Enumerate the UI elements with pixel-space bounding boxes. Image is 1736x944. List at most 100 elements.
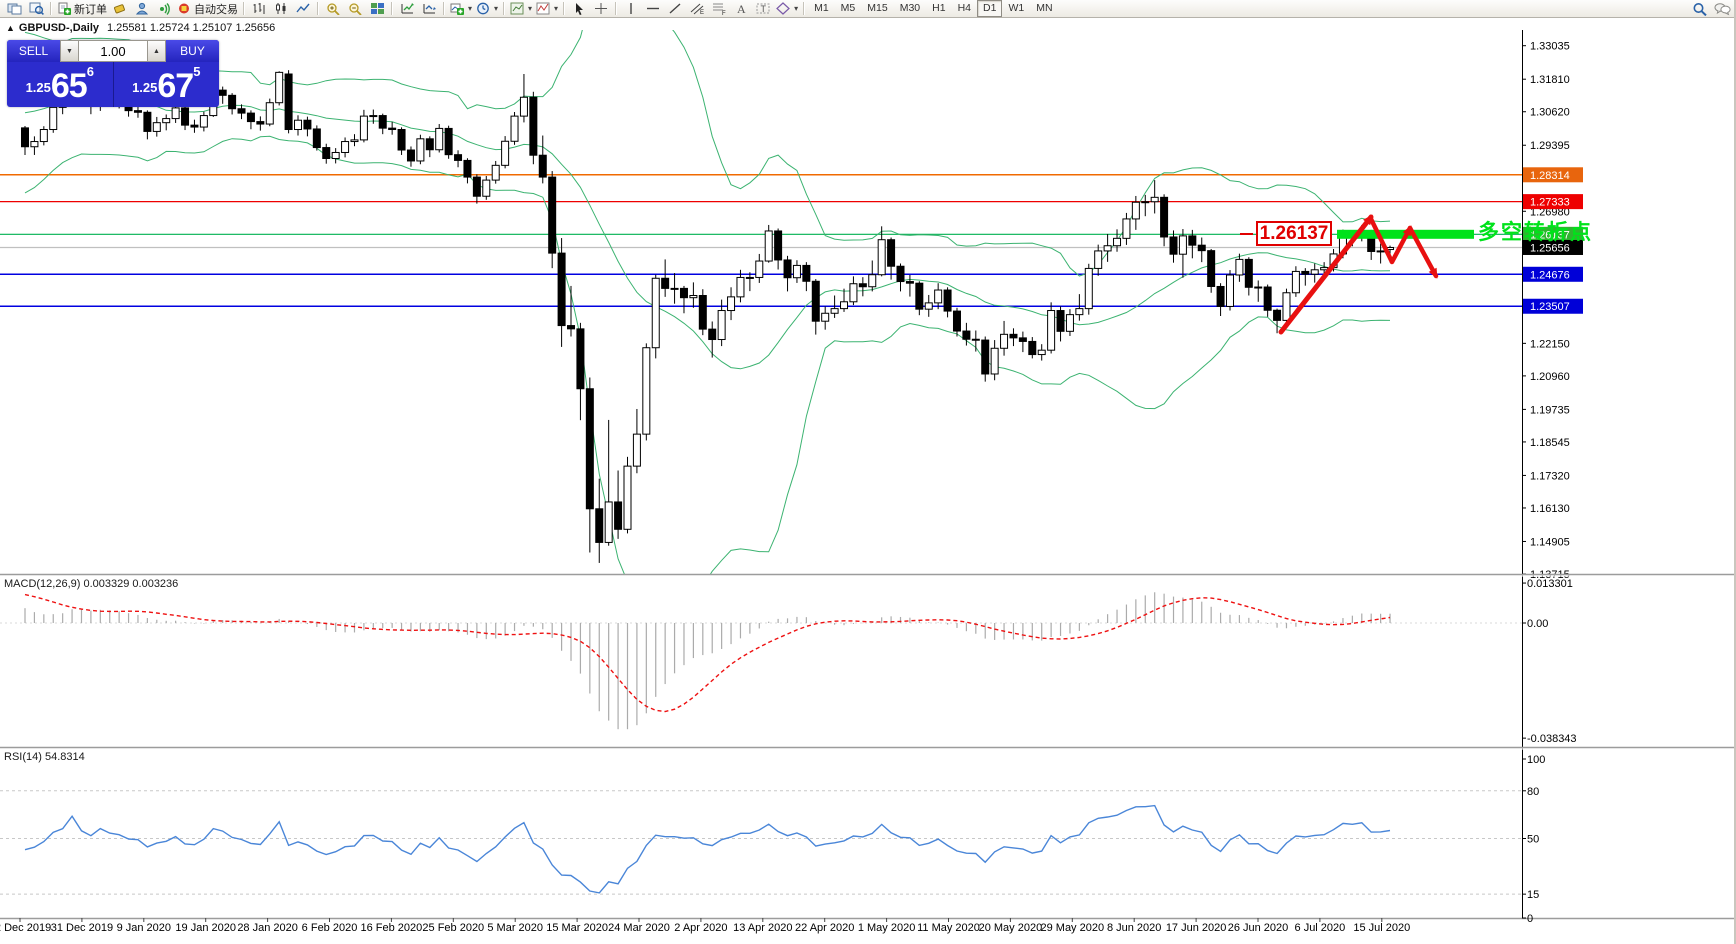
ask-prefix: 1.25 [132,80,158,95]
toolbar-button-vertical-line[interactable] [620,1,642,17]
symbol-name: GBPUSD-,Daily [18,22,99,34]
candle-body [1056,310,1065,332]
timeframe-button-h1[interactable]: H1 [932,2,946,14]
candle-body [359,115,368,141]
timeframe-button-m5[interactable]: M5 [840,2,856,14]
date-label: 15 Mar 2020 [546,922,608,934]
date-label: 5 Mar 2020 [487,922,543,934]
red-arrow-line [1407,225,1439,279]
crosshair-icon [594,2,609,15]
candle-body [181,107,190,126]
timeframe-button-m1[interactable]: M1 [814,2,829,14]
candle-body [708,328,717,341]
toolbar-button-tile-windows[interactable] [366,1,388,17]
toolbar-button-autotrade[interactable]: 自动交易 [175,1,240,17]
toolbar-button-text[interactable]: A [730,1,752,17]
ask-price-display[interactable]: 1.25 67 5 [114,62,220,107]
trend-arrows[interactable] [1278,214,1439,335]
candle-body [896,265,905,283]
toolbar-button-horizontal-line[interactable] [642,1,664,17]
candle-body [661,277,670,289]
price-badge-label: 1.25656 [1530,242,1570,254]
toolbar-button-trendline[interactable] [664,1,686,17]
timeframe-button-w1[interactable]: W1 [1008,2,1025,14]
timeframe-button-m15[interactable]: M15 [867,2,888,14]
candle-body [689,294,698,299]
date-label: 26 Jun 2020 [1228,922,1289,934]
timeframe-button-h4[interactable]: H4 [957,2,972,14]
toolbar-button-new-order[interactable]: 新订单 [55,1,109,17]
toolbar-button-search[interactable] [1689,1,1711,17]
candle-body [21,127,29,148]
toolbar-button-zoom-in[interactable] [322,1,344,17]
macd-indicator-label: MACD(12,26,9) 0.003329 0.003236 [4,578,179,590]
price-callout-label[interactable]: 1.26137 [1256,221,1332,246]
toolbar-button-shapes[interactable]: ▾ [774,1,800,17]
toolbar-button-label: 新订单 [74,3,107,16]
toolbar-button-eraser[interactable] [109,1,131,17]
price-badge-label: 1.26137 [1530,229,1570,241]
toolbar-button-auto-scroll[interactable] [418,1,440,17]
toolbar-button-indicators[interactable]: ▾ [534,1,560,17]
candle-body [406,149,415,162]
candle-body [981,339,990,375]
candle-body [1169,236,1178,255]
toolbar-button-fibonacci[interactable]: F [708,1,730,17]
timeframe-button-d1[interactable]: D1 [977,0,1003,17]
candle-body [632,433,641,467]
candle-body [1273,309,1282,321]
toolbar-button-label[interactable]: T [752,1,774,17]
toolbar-button-bar-chart[interactable] [248,1,270,17]
candle-body [1282,292,1291,321]
candle-body [143,111,152,132]
candle-body [877,239,886,276]
toolbar-button-cursor[interactable] [568,1,590,17]
toolbar-button-profiles[interactable] [3,1,25,17]
toolbar-button-zoom-out[interactable] [344,1,366,17]
candle-body [1009,333,1018,339]
toolbar-button-chat[interactable] [1711,1,1733,17]
timeframe-button-m30[interactable]: M30 [899,2,921,14]
toolbar-button-templates[interactable]: ▾ [508,1,534,17]
toolbar-button-account[interactable] [131,1,153,17]
price-badge-label: 1.23507 [1530,301,1570,313]
volume-decrease-button[interactable]: ▼ [60,40,79,62]
volume-input[interactable]: 1.00 [79,40,147,62]
candle-body [322,147,331,159]
candle-body [510,115,519,142]
toolbar-button-signal[interactable] [153,1,175,17]
toolbar-button-channel[interactable]: E [686,1,708,17]
toolbar-button-chart-shift[interactable] [396,1,418,17]
volume-increase-button[interactable]: ▲ [147,40,166,62]
rsi-line [24,804,1391,894]
toolbar-button-period-clock[interactable]: ▾ [474,1,500,17]
collapse-panel-icon[interactable]: ▲ [6,23,15,33]
toolbar-separator [615,2,618,15]
toolbar-button-line-chart[interactable] [292,1,314,17]
toolbar-button-candle-chart[interactable] [270,1,292,17]
toolbar-button-add-chart[interactable]: ▾ [448,1,474,17]
rsi-axis-label: 0 [1527,913,1533,925]
symbol-info-line: ▲ GBPUSD-,Daily 1.25581 1.25724 1.25107 1.… [6,22,275,34]
candle-body [585,388,594,510]
sell-button[interactable]: SELL [7,40,60,62]
label-icon: T [756,2,771,15]
candle-body [868,274,877,288]
buy-button[interactable]: BUY [166,40,219,62]
toolbar-separator [803,2,806,15]
toolbar-button-crosshair[interactable] [590,1,612,17]
candle-body [614,501,623,530]
bid-big-digits: 65 [50,67,88,105]
candle-body [783,259,792,279]
bid-price-display[interactable]: 1.25 65 6 [7,62,114,107]
timeframe-button-mn[interactable]: MN [1036,2,1053,14]
toolbar-button-market-watch[interactable] [25,1,47,17]
candle-body [312,128,321,149]
candle-body [501,140,510,166]
macd-axis-label: -0.038343 [1527,733,1577,745]
tile-windows-icon [370,2,385,15]
annotation-text-cn[interactable]: 多空转折点 [1478,221,1593,244]
price-tick-label: 1.19735 [1530,404,1570,416]
